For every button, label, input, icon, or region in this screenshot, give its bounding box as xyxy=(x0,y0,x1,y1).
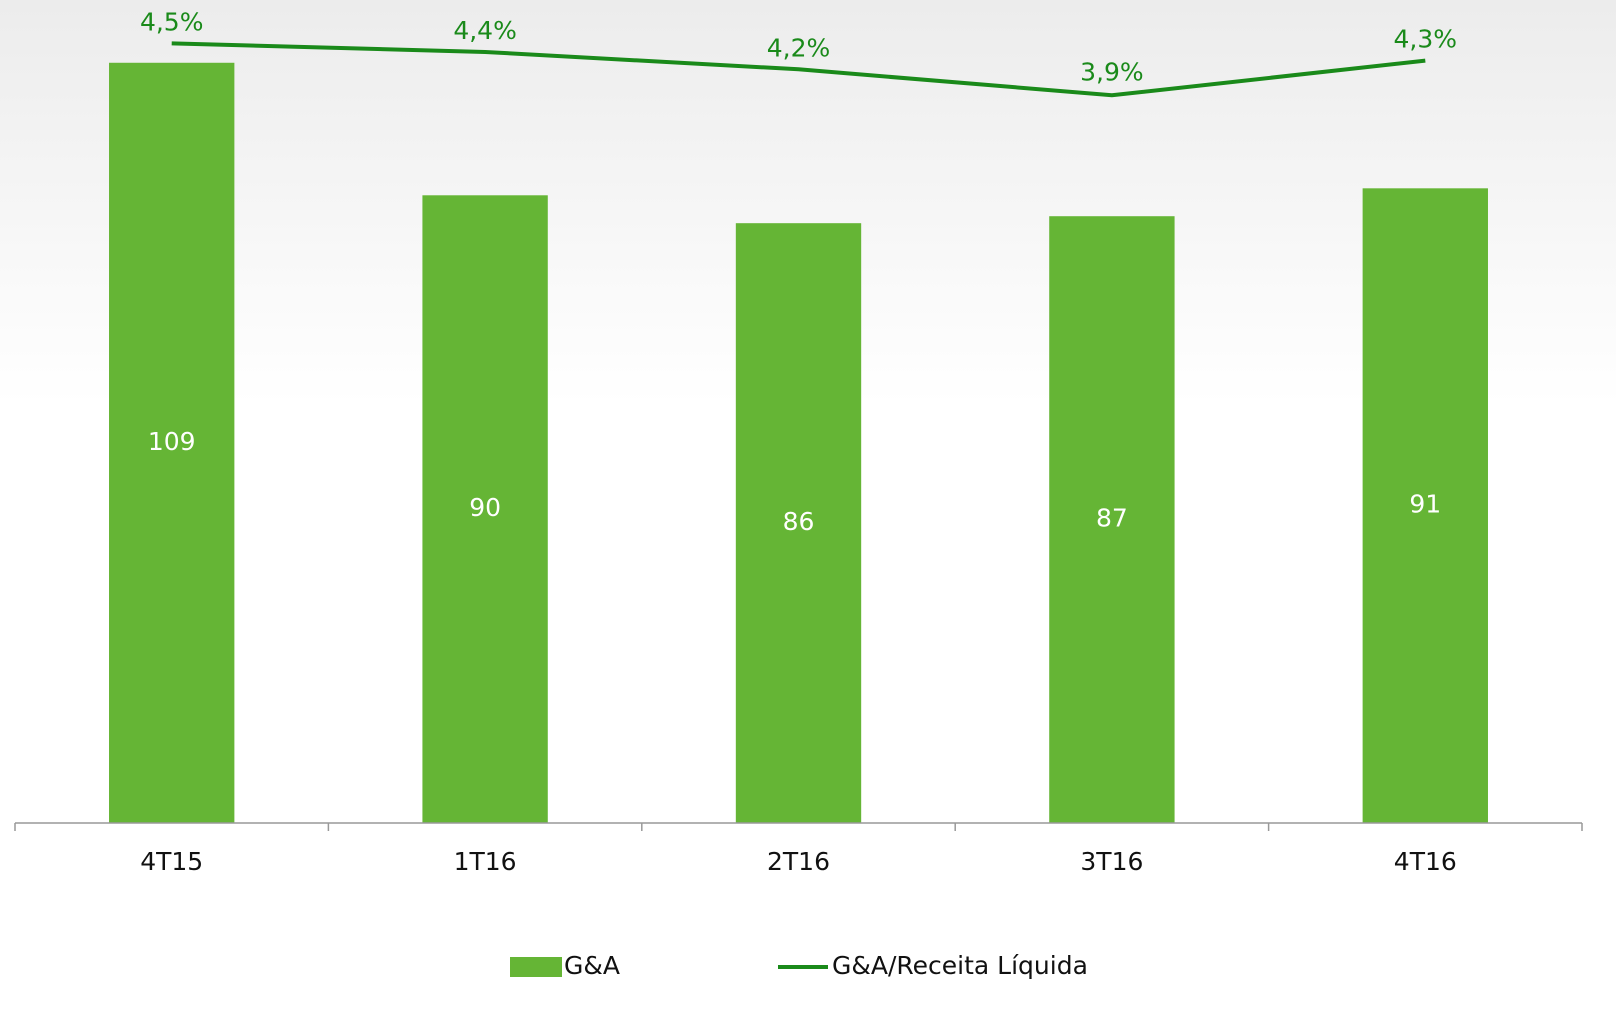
legend-label: G&A/Receita Líquida xyxy=(832,951,1088,980)
x-tick-label: 2T16 xyxy=(767,847,830,876)
line-value-label: 4,3% xyxy=(1394,25,1458,54)
line-value-label: 4,2% xyxy=(767,33,831,62)
bar xyxy=(109,62,235,824)
bar-value-label: 109 xyxy=(148,427,196,456)
bar xyxy=(735,223,862,823)
bar xyxy=(422,195,548,823)
legend-label: G&A xyxy=(564,951,620,980)
line-value-label: 4,5% xyxy=(140,7,204,36)
x-tick-label: 3T16 xyxy=(1080,847,1143,876)
bar-value-label: 91 xyxy=(1409,490,1441,519)
line-value-label: 3,9% xyxy=(1080,57,1144,86)
x-tick-label: 4T15 xyxy=(140,847,203,876)
bar-value-label: 86 xyxy=(783,507,815,536)
x-tick-label: 4T16 xyxy=(1394,847,1457,876)
x-tick-label: 1T16 xyxy=(454,847,517,876)
bar-value-label: 87 xyxy=(1096,504,1128,533)
bar-value-label: 90 xyxy=(469,493,501,522)
bar xyxy=(1049,216,1175,824)
bar xyxy=(1362,188,1488,824)
line-value-label: 4,4% xyxy=(453,16,517,45)
legend-swatch xyxy=(510,957,562,977)
line xyxy=(171,41,1426,98)
